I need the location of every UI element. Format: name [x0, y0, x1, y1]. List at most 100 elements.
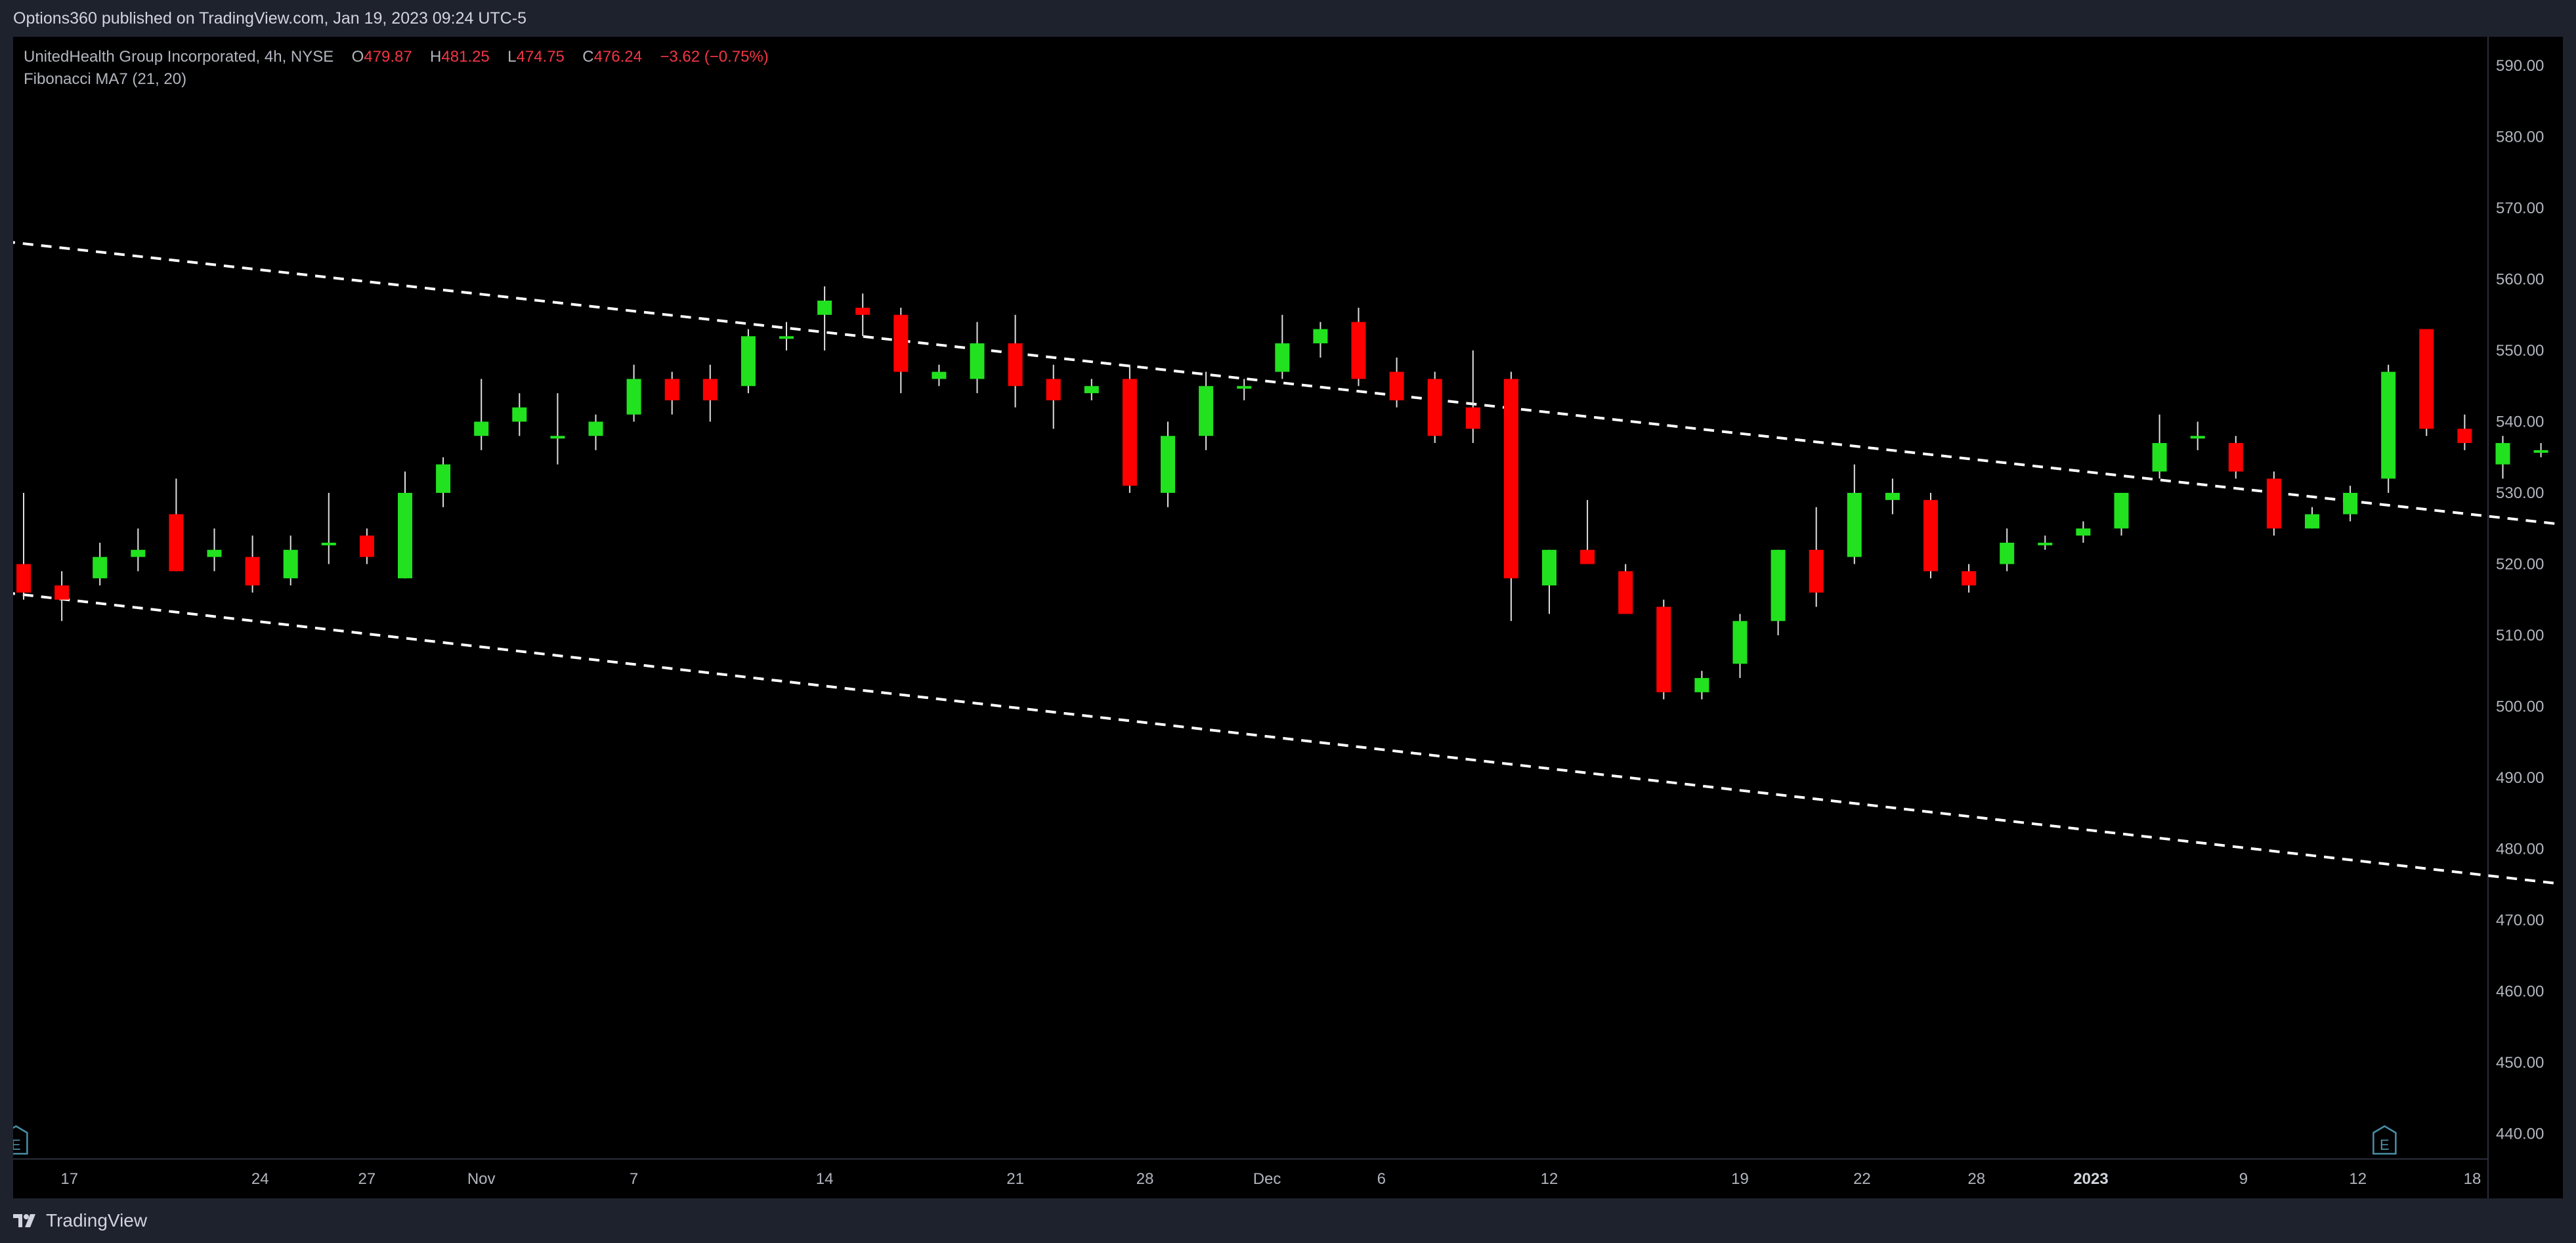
candle-body-up [436, 464, 451, 493]
earnings-marker-icon[interactable]: E [2372, 1125, 2397, 1155]
x-tick-label: 14 [816, 1170, 834, 1188]
candle-body-up [817, 301, 832, 315]
candle [1237, 379, 1252, 400]
candlestick-chart[interactable]: 590.00 580.00 570.00 560.00 550.00 540.00 530.… [13, 37, 2563, 1198]
candle-body-up [550, 436, 565, 439]
earnings-marker-label: E [2380, 1137, 2390, 1153]
candle [817, 286, 832, 350]
published-header: Options360 published on TradingView.com,… [0, 0, 2576, 37]
y-tick-label: 590.00 [2496, 57, 2544, 75]
candle [1923, 493, 1938, 579]
price-axis[interactable]: 590.00 580.00 570.00 560.00 550.00 540.00 530.… [2487, 37, 2544, 1198]
candle-body-up [588, 421, 603, 436]
candle-body-up [93, 557, 108, 579]
candle [245, 536, 260, 593]
candle [932, 364, 947, 387]
candle [1618, 564, 1633, 614]
x-tick-label: 9 [2239, 1170, 2248, 1188]
candle [1809, 507, 1824, 607]
candle [169, 478, 184, 572]
candle-body-up [1542, 549, 1556, 586]
candle [54, 571, 70, 622]
candle-body-up [1161, 436, 1175, 493]
candle [1694, 671, 1709, 700]
candle-body-up [1313, 329, 1328, 344]
chart-legend: UnitedHealth Group Incorporated, 4h, NYS… [24, 46, 769, 91]
x-tick-label: 12 [2349, 1170, 2367, 1188]
candle [1275, 314, 1290, 379]
candle-body-up [1732, 621, 1748, 664]
candle [2495, 436, 2510, 479]
channel-lower-line[interactable] [13, 592, 2560, 885]
candle [626, 364, 641, 422]
earnings-marker-shape [2372, 1125, 2397, 1155]
candle [2266, 471, 2281, 536]
candle [1122, 364, 1137, 493]
published-text: Options360 published on TradingView.com,… [13, 9, 526, 28]
y-tick-label: 450.00 [2496, 1054, 2544, 1072]
candle [1465, 350, 1480, 444]
legend-high-label: H [430, 48, 442, 66]
y-tick-label: 470.00 [2496, 912, 2544, 929]
y-tick-label: 480.00 [2496, 841, 2544, 858]
candle-body-down [359, 536, 374, 557]
candle [741, 329, 756, 394]
legend-open-value: 479.87 [364, 48, 412, 66]
candle [207, 528, 222, 572]
candle-body-down [1656, 606, 1671, 692]
chart-frame[interactable]: 590.00 580.00 570.00 560.00 550.00 540.00 530.… [13, 37, 2563, 1198]
candle [1732, 614, 1748, 679]
candle [2419, 329, 2434, 436]
candle [1847, 464, 1862, 564]
y-tick-label: 440.00 [2496, 1126, 2544, 1143]
earnings-marker-icon[interactable]: E [13, 1125, 28, 1155]
y-tick-label: 550.00 [2496, 342, 2544, 360]
legend-symbol: UnitedHealth Group Incorporated, 4h, NYS… [24, 48, 334, 66]
candle-body-down [1351, 322, 1366, 379]
candle [1503, 371, 1518, 622]
y-tick-label: 510.00 [2496, 627, 2544, 644]
legend-change-value: −3.62 (−0.75%) [660, 48, 769, 66]
candle [1656, 599, 1671, 700]
y-tick-label: 560.00 [2496, 271, 2544, 289]
candle-body-down [1465, 407, 1480, 429]
x-tick-label: 17 [60, 1170, 78, 1188]
candle-body-up [1237, 386, 1252, 389]
candle-body-down [1962, 571, 1977, 586]
candle-body-up [1694, 678, 1709, 692]
candle-body-up [1847, 493, 1862, 557]
candle [2076, 521, 2091, 543]
candle-body-down [2228, 443, 2243, 472]
candle-body-up [1199, 386, 1214, 436]
candle [2114, 493, 2129, 536]
time-axis[interactable]: 17 24 27 Nov 7 14 21 28 Dec 6 12 19 22 28 2023 9 12 18 [13, 1158, 2488, 1188]
candle-body-down [664, 379, 679, 400]
legend-high-value: 481.25 [441, 48, 490, 66]
candle-body-down [702, 379, 718, 400]
y-tick-label: 540.00 [2496, 413, 2544, 431]
candle [970, 322, 985, 394]
legend-close-label: C [582, 48, 594, 66]
y-tick-label: 500.00 [2496, 698, 2544, 716]
candle-body-up [321, 542, 336, 545]
candle [1885, 478, 1900, 515]
candle [1542, 549, 1556, 614]
channel-lines[interactable] [13, 241, 2560, 885]
candle [779, 322, 794, 350]
candle [664, 371, 679, 415]
x-tick-label: 12 [1541, 1170, 1558, 1188]
tradingview-brand[interactable]: TradingView [13, 1210, 147, 1232]
candle [2381, 364, 2396, 493]
candle-body-up [1885, 493, 1900, 500]
legend-indicator[interactable]: Fibonacci MA7 (21, 20) [24, 70, 187, 88]
candle-body-up [932, 371, 947, 379]
x-tick-label: 7 [630, 1170, 638, 1188]
candle [1351, 307, 1366, 387]
candle [1199, 371, 1214, 450]
x-tick-label: 19 [1731, 1170, 1749, 1188]
candle [436, 457, 451, 507]
channel-upper-line[interactable] [13, 241, 2560, 526]
x-tick-label: 2023 [2073, 1170, 2108, 1188]
candle [321, 493, 336, 564]
